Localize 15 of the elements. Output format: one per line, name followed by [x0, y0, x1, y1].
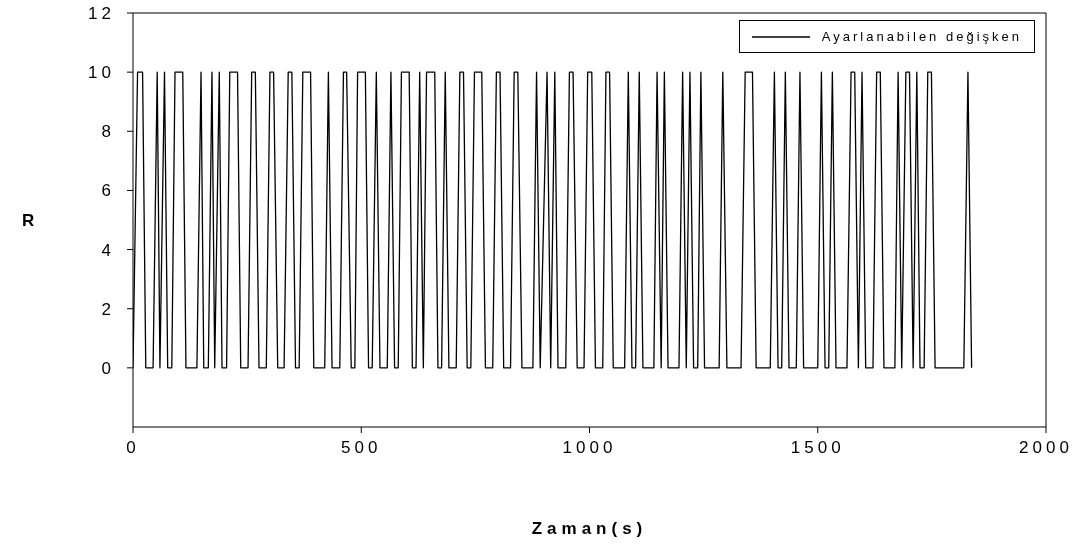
- y-axis-title: R: [22, 211, 35, 231]
- y-tick-label: 6: [101, 181, 115, 201]
- y-tick-label: 0: [101, 358, 115, 378]
- x-axis-title: Zaman(s): [531, 519, 648, 538]
- y-tick-label: 10: [88, 63, 115, 83]
- legend-label: Ayarlanabilen değişken: [821, 29, 1022, 44]
- y-tick-label: 8: [101, 122, 115, 142]
- y-tick-label: 12: [88, 4, 115, 24]
- y-tick-label: 4: [101, 240, 115, 260]
- x-tick-label: 0: [126, 438, 140, 458]
- x-tick-label: 1000: [562, 438, 617, 458]
- y-tick-label: 2: [101, 299, 115, 319]
- x-tick-label: 1500: [790, 438, 845, 458]
- x-tick-label: 2000: [1019, 438, 1073, 458]
- x-tick-label: 500: [341, 438, 382, 458]
